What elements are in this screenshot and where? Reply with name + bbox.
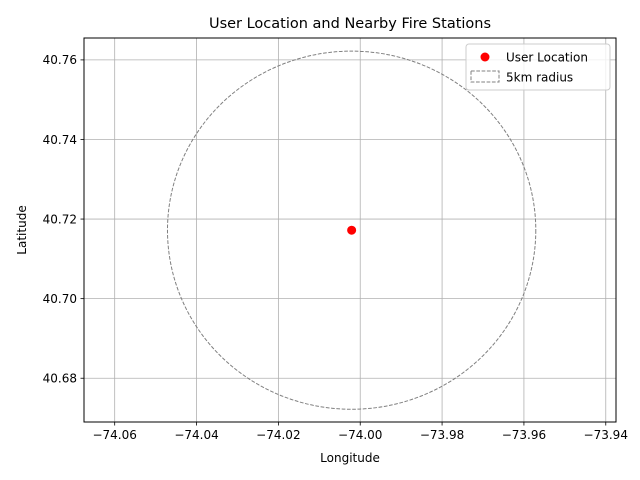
plot-frame [83, 37, 617, 423]
y-tick-label: 40.76 [43, 53, 77, 67]
x-tick-label: −74.04 [174, 428, 218, 442]
chart-title: User Location and Nearby Fire Stations [209, 16, 491, 32]
user-location-point [347, 225, 357, 235]
y-tick-label: 40.70 [43, 292, 77, 306]
x-tick-label: −73.98 [420, 428, 464, 442]
x-tick-label: −74.02 [256, 428, 300, 442]
legend-label: 5km radius [506, 71, 573, 85]
y-axis-label: Latitude [15, 205, 29, 254]
legend-label: User Location [506, 51, 588, 65]
legend: User Location 5km radius [465, 43, 611, 91]
legend-marker-radius [470, 70, 500, 83]
y-tick-label: 40.72 [43, 212, 77, 226]
x-tick-label: −73.96 [502, 428, 546, 442]
radius-circle [166, 50, 537, 410]
legend-box [465, 43, 611, 91]
grid [84, 38, 616, 422]
x-tick-label: −74.00 [338, 428, 382, 442]
x-axis-ticks: −74.06 −74.04 −74.02 −74.00 −73.98 −73.96 −73.… [92, 422, 628, 442]
x-axis-label: Longitude [320, 451, 380, 465]
plot-marks [166, 50, 537, 410]
x-tick-label: −73.94 [584, 428, 628, 442]
y-tick-label: 40.68 [43, 372, 77, 386]
x-tick-label: −74.06 [92, 428, 136, 442]
legend-marker-user-location [480, 52, 490, 62]
y-tick-label: 40.74 [43, 133, 77, 147]
y-axis-ticks: 40.68 40.70 40.72 40.74 40.76 [43, 53, 84, 386]
